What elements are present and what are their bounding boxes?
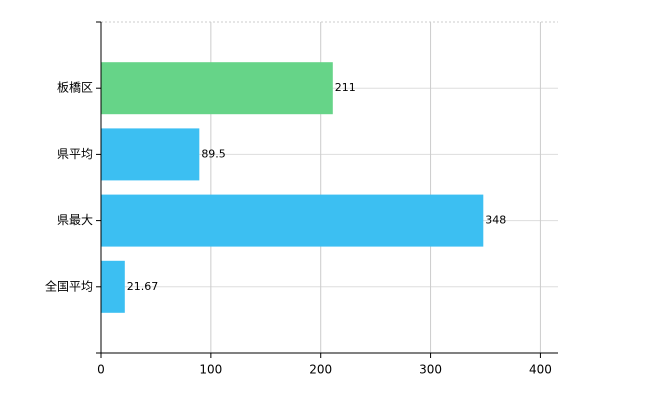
x-tick-label: 100 bbox=[199, 363, 222, 377]
y-tick-label: 板橋区 bbox=[57, 81, 93, 95]
x-tick-label: 400 bbox=[529, 363, 552, 377]
x-tick-label: 0 bbox=[97, 363, 105, 377]
bar bbox=[101, 62, 333, 115]
y-tick-label: 県平均 bbox=[57, 147, 93, 161]
value-label: 211 bbox=[335, 81, 356, 94]
value-label: 89.5 bbox=[201, 147, 226, 160]
bar bbox=[101, 260, 125, 313]
value-label: 348 bbox=[485, 214, 506, 227]
x-tick-label: 300 bbox=[419, 363, 442, 377]
bar bbox=[101, 194, 484, 247]
bar bbox=[101, 128, 200, 181]
x-tick-label: 200 bbox=[309, 363, 332, 377]
value-label: 21.67 bbox=[127, 280, 159, 293]
y-tick-label: 全国平均 bbox=[45, 278, 93, 293]
y-tick-label: 県最大 bbox=[57, 213, 93, 227]
